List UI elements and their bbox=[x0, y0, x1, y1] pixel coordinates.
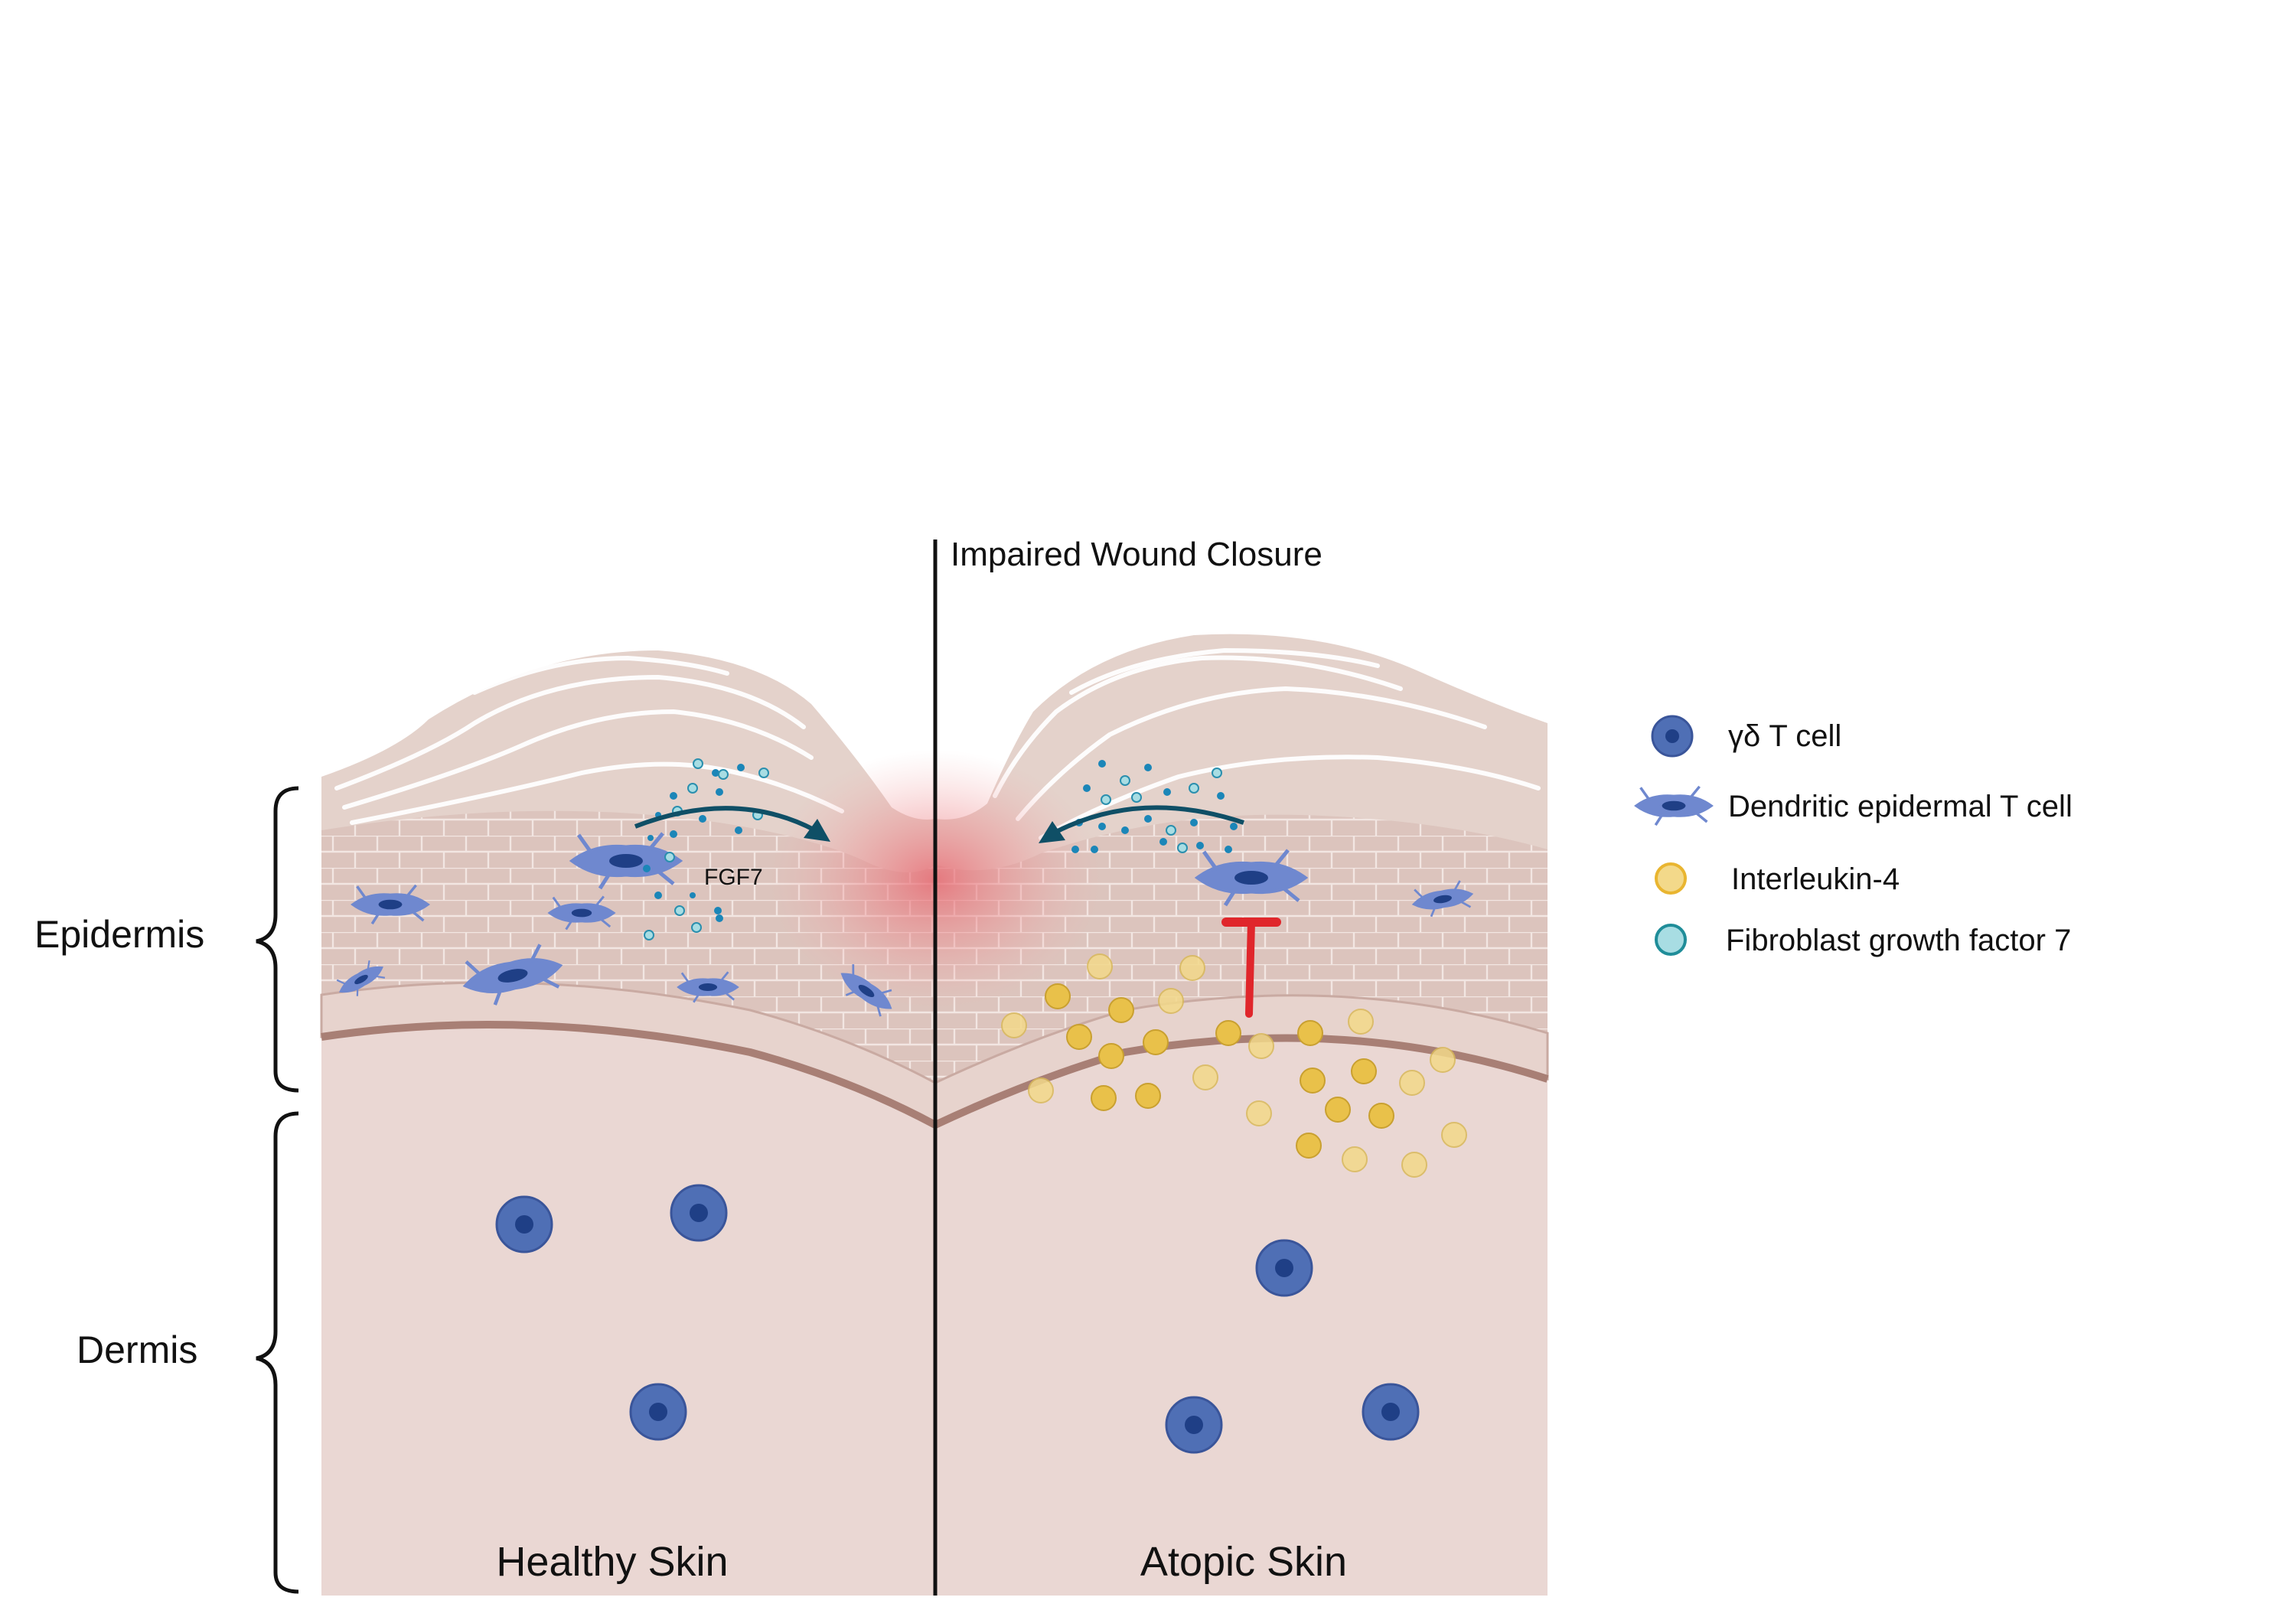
dendritic-epidermal-t-cell bbox=[569, 832, 683, 890]
fgf7-particles-atopic bbox=[1071, 760, 1238, 853]
epidermis-label: Epidermis bbox=[34, 913, 205, 956]
legend-item-dendritic-epidermal-t-cell: Dendritic epidermal T cell bbox=[1728, 790, 2073, 823]
legend-item-gamma-delta-t-cell: γδ T cell bbox=[1728, 719, 1842, 753]
dermis-brace bbox=[256, 1111, 299, 1594]
inhibition-icon bbox=[1221, 918, 1281, 1018]
dendritic-epidermal-t-cell bbox=[1194, 849, 1309, 907]
dendritic-epidermal-t-cell-icon bbox=[1634, 785, 1714, 826]
dermis-label: Dermis bbox=[77, 1328, 198, 1371]
gamma-delta-t-cell bbox=[670, 1184, 728, 1242]
legend-item-fgf7: Fibroblast growth factor 7 bbox=[1726, 924, 2072, 957]
interleukin-4-icon bbox=[1655, 862, 1687, 895]
gamma-delta-t-cell bbox=[495, 1195, 553, 1253]
dendritic-epidermal-t-cell bbox=[840, 964, 892, 1017]
healthy-skin-label: Healthy Skin bbox=[496, 1539, 729, 1585]
figure-title: Impaired Wound Closure bbox=[951, 536, 1322, 573]
gamma-delta-t-cell-group bbox=[495, 1184, 1420, 1454]
atopic-skin-label: Atopic Skin bbox=[1140, 1539, 1348, 1585]
il4-particles bbox=[1001, 953, 1467, 1178]
dendritic-epidermal-t-cell bbox=[351, 884, 430, 925]
dendritic-epidermal-t-cell bbox=[1411, 880, 1474, 918]
dendritic-epidermal-t-cell bbox=[336, 960, 386, 996]
fgf7-arrow-atopic bbox=[1053, 805, 1244, 835]
fgf7-arrowhead-healthy bbox=[804, 819, 830, 842]
dendritic-epidermal-t-cell bbox=[547, 895, 616, 931]
gamma-delta-t-cell bbox=[1165, 1396, 1223, 1454]
fgf7-arrowhead-atopic bbox=[1039, 821, 1065, 843]
epidermis-brace bbox=[256, 786, 299, 1093]
gamma-delta-t-cell-icon bbox=[1651, 715, 1694, 758]
dendritic-epidermal-t-cell bbox=[677, 971, 739, 1003]
detc-group bbox=[336, 832, 1474, 1017]
dendritic-epidermal-t-cell bbox=[462, 944, 563, 1006]
fgf7-arrow-healthy bbox=[634, 806, 817, 833]
legend-item-interleukin-4: Interleukin-4 bbox=[1731, 862, 1900, 896]
fgf7-molecule-icon bbox=[1655, 924, 1687, 956]
fgf7-label: FGF7 bbox=[704, 865, 763, 890]
gamma-delta-t-cell bbox=[1255, 1239, 1313, 1297]
gamma-delta-t-cell bbox=[1362, 1383, 1420, 1441]
keratin-lines bbox=[334, 647, 1541, 840]
gamma-delta-t-cell bbox=[629, 1383, 687, 1441]
